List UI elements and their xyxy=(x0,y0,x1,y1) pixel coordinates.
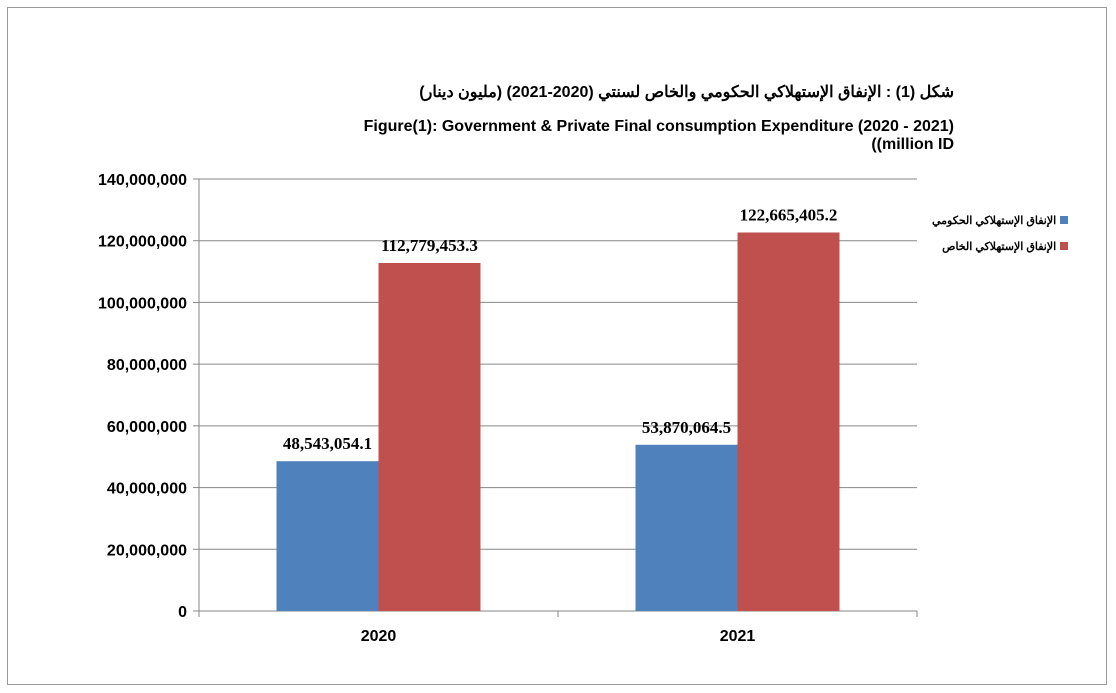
legend-item-private: الإنفاق الإستهلاكي الخاص xyxy=(932,233,1069,259)
chart-frame xyxy=(7,7,1107,685)
legend-item-government: الإنفاق الإستهلاكي الحكومي xyxy=(932,207,1069,233)
x-tick-label: 2021 xyxy=(720,628,756,645)
y-tick-label: 100,000,000 xyxy=(98,295,187,312)
chart-legend: الإنفاق الإستهلاكي الحكومي الإنفاق الإست… xyxy=(932,207,1069,259)
chart-title-arabic: شكل (1) : الإنفاق الإستهلاكي الحكومي وال… xyxy=(419,84,954,101)
bar-private-2020 xyxy=(378,262,481,611)
legend-swatch-government xyxy=(1060,216,1069,224)
y-tick-label: 20,000,000 xyxy=(107,542,187,559)
chart-title-english-unit: ((million ID xyxy=(871,136,954,153)
y-tick-label: 40,000,000 xyxy=(107,481,187,498)
data-label: 48,543,054.1 xyxy=(283,434,372,453)
y-tick-label: 120,000,000 xyxy=(98,234,187,251)
legend-swatch-private xyxy=(1060,242,1069,250)
chart-title-english: Figure(1): Government & Private Final co… xyxy=(363,118,954,135)
bar-government-2020 xyxy=(276,461,379,611)
legend-label-private: الإنفاق الإستهلاكي الخاص xyxy=(942,240,1057,253)
y-tick-label: 60,000,000 xyxy=(107,419,187,436)
y-tick-label: 140,000,000 xyxy=(98,172,187,189)
y-tick-label: 0 xyxy=(178,604,187,621)
x-tick-label: 2020 xyxy=(361,628,397,645)
y-tick-label: 80,000,000 xyxy=(107,357,187,374)
data-label: 122,665,405.2 xyxy=(740,205,838,224)
legend-label-government: الإنفاق الإستهلاكي الحكومي xyxy=(932,214,1057,227)
data-label: 112,779,453.3 xyxy=(381,236,478,255)
bar-private-2021 xyxy=(737,232,840,611)
bar-government-2021 xyxy=(635,444,738,611)
data-label: 53,870,064.5 xyxy=(642,418,731,437)
